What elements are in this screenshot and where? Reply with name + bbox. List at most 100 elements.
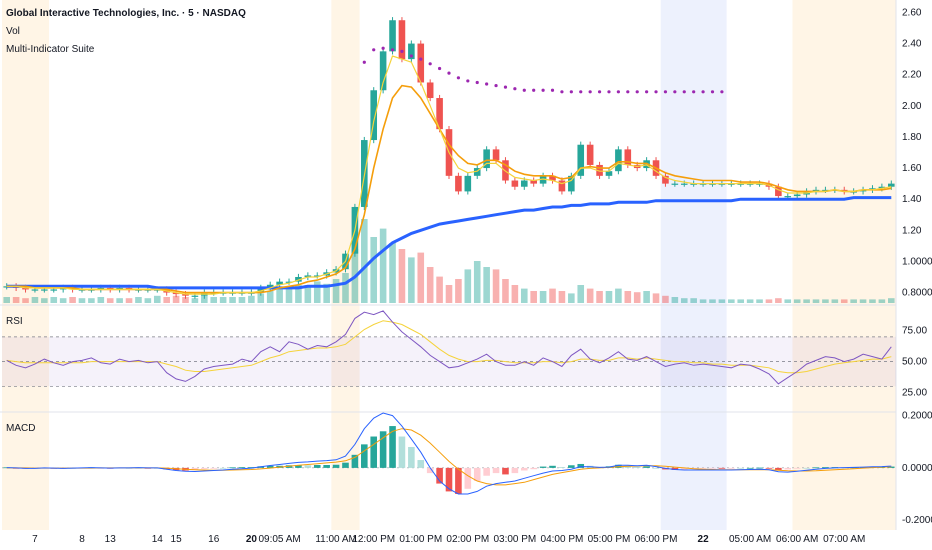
price-candle — [520, 180, 528, 187]
rsi-tick-label: 75.00 — [902, 326, 927, 337]
price-candle — [793, 194, 801, 197]
rsi-tick-label: 50.00 — [902, 357, 927, 368]
volume-bar — [436, 276, 443, 303]
time-tick-label: 12:00 PM — [352, 534, 395, 545]
volume-bar — [596, 291, 603, 303]
volume-bar — [756, 299, 763, 303]
price-candle — [408, 43, 415, 60]
legend-indicator-suite[interactable]: Multi-Indicator Suite — [6, 44, 95, 55]
price-candle — [756, 183, 763, 185]
rsi-line — [6, 310, 892, 385]
time-tick-label: 06:00 AM — [776, 534, 818, 545]
volume-bar — [671, 297, 679, 303]
volume-bar — [31, 297, 39, 303]
rsi-pane-label: RSI — [6, 316, 23, 327]
macd-histogram-bar — [361, 444, 368, 468]
macd-histogram-bar — [436, 467, 443, 484]
price-candle — [568, 175, 575, 192]
macd-histogram-bar — [370, 436, 378, 468]
volume-bar — [69, 297, 76, 303]
ma-fast-line — [6, 55, 892, 295]
volume-bar — [464, 269, 472, 303]
time-tick-label: 05:00 AM — [729, 534, 771, 545]
macd-histogram-bar — [332, 464, 340, 468]
volume-bar — [812, 299, 820, 303]
time-tick-label: 01:00 PM — [399, 534, 442, 545]
volume-bar — [784, 299, 792, 303]
price-candle — [662, 175, 669, 184]
macd-histogram-bar — [464, 467, 472, 489]
volume-bar — [295, 285, 302, 303]
vwap-dot — [532, 88, 536, 92]
volume-bar — [332, 279, 340, 303]
price-candle — [398, 20, 406, 60]
volume-bar — [106, 298, 114, 303]
volume-bar — [201, 295, 208, 303]
volume-bar — [210, 297, 218, 303]
vwap-dot — [475, 80, 479, 85]
vwap-dot — [616, 90, 620, 94]
price-candle — [511, 180, 519, 187]
vwap-dot — [494, 83, 498, 88]
price-tick-label: 1.80 — [902, 132, 922, 143]
volume-bar — [652, 293, 660, 303]
price-candle — [285, 281, 293, 283]
macd-histogram-bar — [304, 465, 312, 468]
price-tick-label: 2.40 — [902, 39, 922, 50]
vwap-dot — [626, 90, 630, 94]
macd-histogram-bar — [633, 466, 641, 468]
volume-bar — [511, 285, 519, 303]
price-tick-label: 1.20 — [902, 225, 922, 236]
volume-bar — [266, 291, 274, 303]
price-tick-label: 1.40 — [902, 194, 922, 205]
volume-bar — [530, 291, 537, 303]
macd-histogram-bar — [728, 467, 735, 469]
price-candle — [436, 98, 443, 130]
volume-bar — [276, 288, 283, 303]
ma-slow-line — [6, 84, 892, 294]
vwap-dot — [673, 90, 677, 94]
macd-histogram-bar — [389, 426, 396, 468]
legend-symbol-title[interactable]: Global Interactive Technologies, Inc. · … — [6, 8, 246, 19]
volume-bar — [502, 279, 509, 303]
price-candle — [172, 292, 180, 295]
macd-histogram-bar — [323, 465, 330, 468]
vwap-dot — [419, 57, 423, 61]
vwap-dot — [654, 90, 658, 94]
price-candle — [530, 180, 537, 184]
volume-bar — [680, 298, 688, 303]
volume-bar — [737, 299, 745, 303]
macd-histogram-bar — [417, 460, 425, 468]
macd-histogram-bar — [812, 467, 820, 469]
price-candle — [417, 43, 425, 83]
volume-bar — [313, 281, 321, 303]
volume-bar — [408, 257, 415, 303]
macd-histogram-bar — [549, 465, 556, 468]
macd-histogram-bar — [709, 467, 716, 469]
vwap-dot — [597, 90, 602, 94]
price-candle — [709, 183, 716, 185]
volume-bar — [238, 297, 246, 303]
volume-bar — [577, 285, 585, 303]
time-tick-label: 06:00 PM — [635, 534, 678, 545]
price-candle — [822, 189, 829, 192]
volume-bar — [172, 295, 180, 303]
vwap-dot — [372, 48, 376, 52]
volume-bar — [850, 299, 857, 303]
macd-histogram-bar — [238, 467, 246, 468]
macd-histogram-bar — [210, 467, 218, 469]
legend-volume[interactable]: Vol — [6, 26, 20, 37]
volume-bar — [144, 298, 152, 303]
volume-bar — [417, 252, 425, 303]
volume-bar — [50, 297, 58, 303]
price-candle — [775, 186, 782, 197]
vwap-dot — [503, 85, 508, 89]
price-candle — [859, 189, 867, 192]
vwap-dot — [663, 90, 668, 94]
price-candle — [455, 175, 462, 192]
macd-histogram-bar — [351, 454, 359, 468]
price-candle — [22, 287, 29, 290]
price-candle — [737, 183, 745, 185]
macd-histogram-bar — [680, 467, 688, 470]
